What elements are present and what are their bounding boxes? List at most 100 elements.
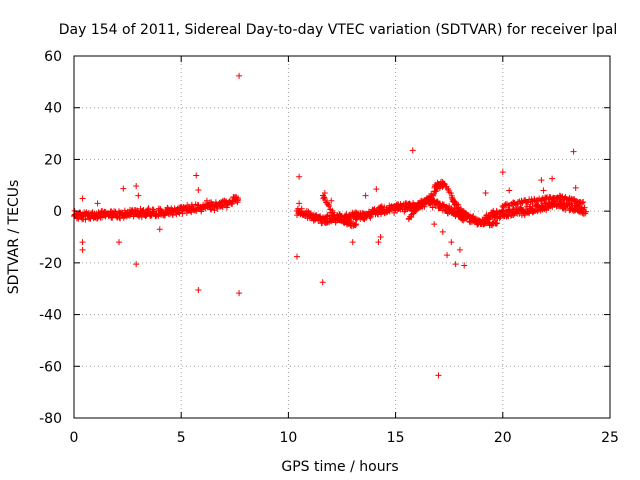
y-axis-label: SDTVAR / TECUs [6, 180, 22, 295]
outlier-point [482, 190, 489, 197]
data-point [320, 194, 327, 201]
data-point [447, 190, 454, 197]
axes: 0 5 10 15 20 25 -80 -60 -40 -20 0 20 40 60 [39, 49, 619, 446]
x-tick-label: 5 [177, 430, 186, 446]
data-point [417, 203, 424, 210]
data-point [134, 207, 141, 214]
outlier-point [236, 290, 243, 297]
outlier-point [499, 169, 506, 176]
y-tick-label: 60 [44, 49, 62, 65]
outlier-point [448, 239, 455, 246]
data-point [367, 214, 374, 221]
outlier-point [203, 197, 210, 204]
data-point [581, 204, 588, 211]
x-tick-label: 20 [494, 430, 512, 446]
data-point [494, 220, 501, 227]
outlier-point [133, 261, 140, 268]
outlier-point [431, 221, 438, 228]
data-point [583, 208, 590, 215]
data-point [235, 195, 242, 202]
outlier-point [375, 239, 382, 246]
outlier-point [195, 287, 202, 294]
outlier-point [296, 200, 303, 207]
y-tick-label: 20 [44, 152, 62, 168]
outlier-point [452, 261, 459, 268]
outlier-point [461, 262, 468, 269]
outlier-point [373, 186, 380, 193]
data-point [353, 221, 360, 228]
data-point [145, 205, 152, 212]
outlier-point [195, 186, 202, 193]
outlier-point [435, 372, 442, 379]
outlier-point [538, 177, 545, 184]
data-point [429, 204, 436, 211]
y-tick-label: 0 [53, 204, 62, 220]
outlier-point [193, 172, 200, 179]
data-point [326, 202, 333, 209]
x-tick-label: 15 [387, 430, 405, 446]
data-point [82, 216, 89, 223]
outlier-point [135, 192, 142, 199]
data-point [440, 180, 447, 187]
outlier-point [572, 184, 579, 191]
outlier-point [133, 183, 140, 190]
outlier-point [403, 200, 410, 207]
outlier-point [409, 147, 416, 154]
outlier-point [236, 72, 243, 79]
outlier-point [321, 190, 328, 197]
grid [74, 56, 610, 418]
outlier-point [506, 187, 513, 194]
data-point [331, 211, 338, 218]
y-tick-label: -20 [39, 256, 62, 272]
data-point [121, 207, 128, 214]
data-point [529, 203, 536, 210]
outlier-point [116, 239, 123, 246]
data-point [169, 212, 176, 219]
outlier-point [328, 197, 335, 204]
outlier-point [79, 239, 86, 246]
outlier-point [444, 252, 451, 259]
x-tick-label: 0 [70, 430, 79, 446]
data-point [229, 199, 236, 206]
data-point [323, 213, 330, 220]
outlier-point [362, 192, 369, 199]
outlier-point [319, 279, 326, 286]
outlier-point [540, 187, 547, 194]
chart-title: Day 154 of 2011, Sidereal Day-to-day VTE… [59, 22, 617, 38]
data-point [446, 202, 453, 209]
data-point [381, 210, 388, 217]
outlier-point [293, 253, 300, 260]
outlier-point [94, 200, 101, 207]
y-tick-label: -60 [39, 359, 62, 375]
data-point [493, 214, 500, 221]
outlier-point [79, 246, 86, 253]
data-point [359, 209, 366, 216]
data-point [391, 209, 398, 216]
outlier-point [156, 226, 163, 233]
data-points [71, 72, 590, 379]
data-point [430, 191, 437, 198]
data-point [138, 214, 145, 221]
outlier-point [570, 148, 577, 155]
data-point [493, 220, 500, 227]
data-point [211, 207, 218, 214]
x-axis-label: GPS time / hours [281, 459, 398, 475]
data-point [208, 206, 215, 213]
data-point [521, 212, 528, 219]
data-point [386, 208, 393, 215]
data-point [444, 185, 451, 192]
outlier-point [79, 195, 86, 202]
outlier-point [349, 239, 356, 246]
outlier-point [549, 175, 556, 182]
data-point [325, 201, 332, 208]
outlier-point [377, 234, 384, 240]
outlier-point [120, 185, 127, 192]
data-point [580, 198, 587, 205]
outlier-point [456, 246, 463, 253]
outlier-point [439, 228, 446, 235]
data-point [534, 208, 541, 215]
y-tick-label: -40 [39, 308, 62, 324]
data-point [426, 194, 433, 201]
